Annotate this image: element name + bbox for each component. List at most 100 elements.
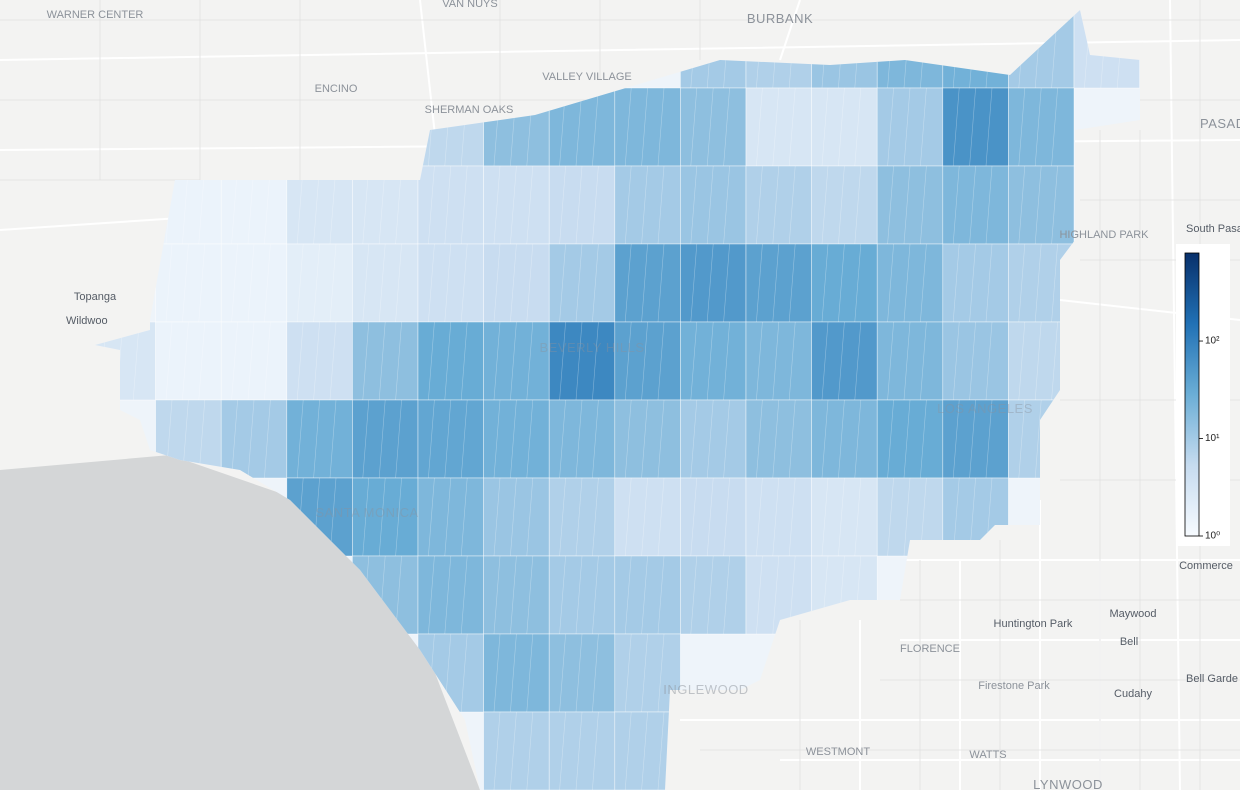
tract-border [592, 87, 599, 167]
region-cell [680, 399, 747, 479]
region-cell [614, 555, 681, 635]
tract-border [838, 87, 845, 167]
region-cell [876, 165, 944, 245]
tract-border [657, 399, 665, 479]
tract-border [952, 165, 960, 245]
tract-border [657, 711, 665, 790]
tract-border [378, 399, 386, 479]
ocean [0, 455, 480, 790]
tract-border [592, 633, 599, 713]
place-label: BEVERLY HILLS [539, 340, 644, 355]
tract-border [510, 633, 517, 713]
tract-border [969, 321, 976, 401]
tract-border [985, 87, 993, 167]
region-cell [811, 243, 878, 323]
tract-border [460, 555, 468, 635]
tract-border [641, 243, 648, 323]
tract-border [952, 321, 960, 401]
tract-border [772, 555, 780, 635]
tract-border [1018, 321, 1026, 401]
place-label: SANTA MONICA [315, 505, 418, 520]
place-label: INGLEWOOD [663, 682, 748, 697]
region-cell [942, 165, 1009, 245]
tract-border [1034, 243, 1042, 323]
tract-border [526, 321, 534, 401]
region-cell [614, 243, 681, 323]
place-label: LYNWOOD [1033, 777, 1103, 790]
tract-border [247, 243, 255, 323]
place-label: WESTMONT [806, 746, 870, 758]
tract-border [296, 321, 304, 401]
tract-border [1018, 243, 1026, 323]
tract-border [247, 399, 255, 479]
tract-border [641, 165, 648, 245]
tract-border [624, 399, 632, 479]
tract-border [788, 243, 796, 323]
tract-border [706, 477, 714, 557]
tract-border [510, 399, 517, 479]
tract-border [493, 555, 501, 635]
tract-border [903, 87, 911, 167]
tract-border [395, 321, 402, 401]
region-cell [942, 87, 1009, 167]
tract-border [575, 243, 583, 323]
region-cell [614, 399, 681, 479]
tract-border [821, 87, 829, 167]
region-cell [680, 477, 747, 557]
tract-border [395, 477, 402, 557]
region-cell [417, 243, 484, 323]
tract-border [460, 321, 468, 401]
tract-border [723, 477, 730, 557]
tract-border [756, 555, 763, 635]
region-cell [876, 243, 944, 323]
tract-border [723, 555, 730, 635]
tract-border [559, 399, 566, 479]
region-cell [745, 399, 812, 479]
tract-border [575, 633, 583, 713]
region-cell [548, 477, 616, 557]
tract-border [460, 477, 468, 557]
tract-border [526, 243, 534, 323]
region-cell [417, 321, 484, 401]
tract-border [1018, 87, 1026, 167]
tract-border [952, 399, 960, 479]
tract-border [526, 633, 534, 713]
tract-border [952, 243, 960, 323]
region-cell [1008, 87, 1075, 167]
tract-border [723, 399, 730, 479]
region-cell [614, 87, 681, 167]
region-cell [680, 243, 747, 323]
tract-border [444, 243, 452, 323]
tract-border [592, 555, 599, 635]
tract-border [723, 165, 730, 245]
tract-border [706, 555, 714, 635]
region-cell [352, 399, 419, 479]
tract-border [575, 321, 583, 401]
region-cell [745, 243, 812, 323]
tract-border [887, 477, 894, 557]
tract-border [592, 165, 599, 245]
region-cell [220, 399, 288, 479]
tract-border [493, 243, 501, 323]
tract-border [624, 711, 632, 790]
tract-border [460, 633, 468, 713]
colorbar-scale [1184, 252, 1200, 537]
tract-border [887, 243, 894, 323]
place-label: Topanga [74, 291, 117, 303]
tract-border [329, 243, 337, 323]
region-cell [155, 243, 222, 323]
region-cell [942, 243, 1009, 323]
tract-border [887, 165, 894, 245]
region-cell [745, 87, 812, 167]
region-cell [745, 321, 812, 401]
tract-border [559, 711, 566, 790]
tract-border [772, 165, 780, 245]
tract-border [559, 477, 566, 557]
tract-border [920, 243, 927, 323]
tract-border [920, 321, 927, 401]
tract-border [428, 555, 435, 635]
tract-border [985, 321, 993, 401]
tract-border [329, 399, 337, 479]
tract-border [838, 477, 845, 557]
